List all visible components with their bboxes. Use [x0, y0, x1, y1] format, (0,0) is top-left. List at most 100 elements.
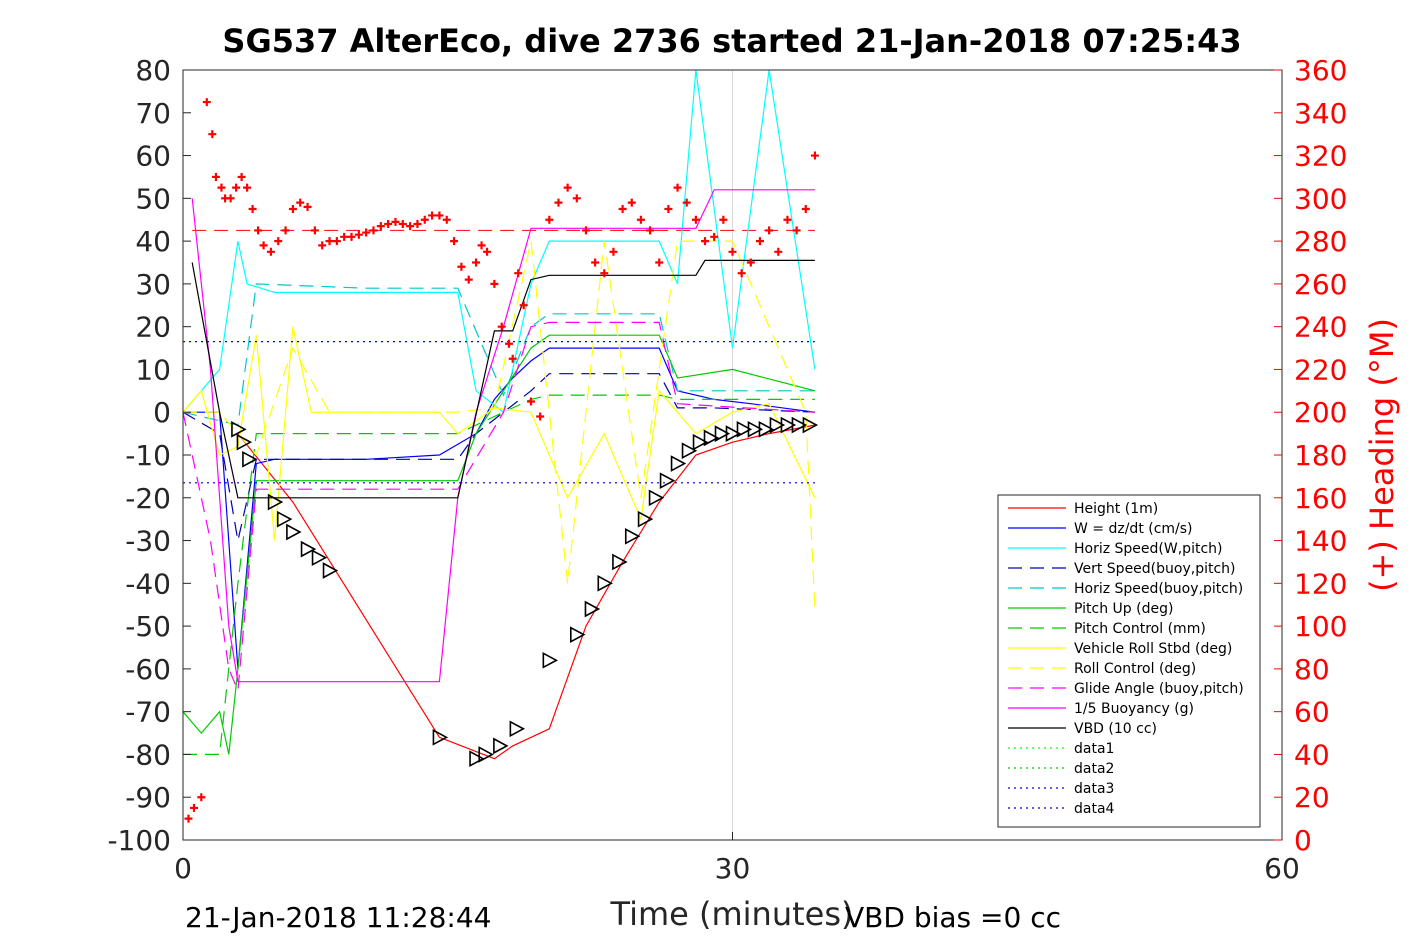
legend-label: data1 [1074, 741, 1114, 757]
heading-point [202, 98, 211, 107]
y-tick-label: -100 [107, 824, 171, 857]
depth-marker [584, 600, 601, 618]
heading-point [792, 226, 801, 235]
heading-point [682, 198, 691, 207]
heading-point [248, 205, 257, 214]
heading-point [514, 269, 523, 278]
heading-point [710, 232, 719, 241]
x-axis-label: Time (minutes) [610, 895, 854, 933]
depth-marker [267, 493, 284, 511]
y2-tick-label: 340 [1294, 97, 1347, 130]
heading-point [554, 198, 563, 207]
depth-marker [493, 737, 509, 755]
series-line-1 [183, 347, 815, 669]
legend-label: Glide Angle (buoy,pitch) [1074, 681, 1244, 697]
heading-point [384, 220, 393, 228]
x-tick-label: 30 [715, 852, 751, 885]
left-axis: 80 70 60 50 40 30 20 10 0 -10 -20 -30 -40 -50 -60 -70 -8… [107, 54, 191, 857]
series-line-3 [182, 373, 815, 541]
depth-marker [802, 416, 819, 434]
y2-tick-label: 60 [1294, 696, 1330, 729]
heading-point [527, 397, 536, 406]
heading-point [497, 322, 506, 331]
heading-point [600, 269, 609, 278]
heading-point [442, 215, 451, 224]
legend-label: VBD (10 cc) [1074, 721, 1157, 737]
depth-marker [478, 746, 494, 763]
heading-point [508, 354, 517, 363]
legend-label: Vert Speed(buoy,pitch) [1074, 561, 1236, 577]
heading-point [505, 339, 514, 348]
series-line-0 [237, 424, 816, 760]
y2-tick-label: 40 [1294, 738, 1330, 771]
y2-tick-label: 100 [1294, 610, 1347, 643]
heading-point [369, 226, 378, 235]
depth-marker [509, 720, 526, 738]
depth-marker [624, 527, 641, 545]
y2-tick-label: 360 [1294, 54, 1347, 87]
heading-point [636, 215, 645, 224]
heading-point [581, 226, 590, 235]
y-tick-label: -20 [125, 482, 171, 515]
y2-tick-label: 120 [1294, 567, 1347, 600]
depth-marker [311, 549, 328, 567]
series-line-7 [182, 326, 816, 541]
heading-point [691, 215, 700, 224]
heading-point [435, 211, 444, 220]
heading-point [646, 226, 655, 235]
depth-marker [780, 416, 797, 434]
heading-point [197, 793, 206, 802]
legend-box [997, 494, 1261, 828]
heading-point [483, 247, 492, 256]
legend-label: data4 [1074, 801, 1115, 817]
y-tick-label: -90 [125, 781, 171, 814]
heading-point [755, 237, 764, 246]
heading-point [774, 247, 783, 256]
heading-point [746, 258, 755, 267]
right-axis-label: (+) Heading (°M) [1363, 318, 1401, 592]
x-axis: 0 30 60 [174, 832, 1300, 885]
heading-point [609, 247, 618, 256]
y-tick-label: -80 [125, 738, 171, 771]
heading-point [281, 226, 290, 235]
depth-marker [570, 626, 586, 644]
legend-label: Height (1m) [1074, 501, 1158, 517]
depth-marker [725, 425, 742, 442]
y-tick-label: 10 [135, 353, 171, 386]
y-tick-label: -50 [125, 610, 171, 643]
footer-timestamp: 21-Jan-2018 11:28:44 [185, 901, 491, 934]
heading-point [226, 194, 235, 203]
depth-marker [670, 455, 687, 472]
heading-point [362, 228, 371, 237]
y2-tick-label: 20 [1294, 781, 1330, 814]
heading-point [450, 237, 459, 246]
heading-point [728, 247, 737, 256]
heading-point [259, 241, 268, 250]
heading-point [765, 226, 774, 235]
y2-tick-label: 140 [1294, 525, 1347, 558]
heading-point [354, 230, 363, 239]
heading-point [572, 194, 581, 203]
depth-marker [648, 489, 665, 507]
y-tick-label: 80 [135, 54, 171, 87]
y-tick-label: 30 [135, 268, 171, 301]
y2-tick-label: 300 [1294, 182, 1347, 215]
x-tick-label: 60 [1264, 852, 1300, 885]
heading-point [406, 222, 415, 231]
marker-layer [184, 98, 819, 823]
series-layer [182, 69, 816, 760]
heading-point [325, 237, 334, 246]
heading-point [318, 241, 327, 250]
legend: Height (1m) W = dz/dt (cm/s) Horiz Speed(W… [997, 494, 1261, 828]
y-tick-label: 60 [135, 140, 171, 173]
heading-point [477, 241, 486, 250]
y-tick-label: 40 [135, 225, 171, 258]
heading-point [591, 258, 600, 267]
y2-tick-label: 160 [1294, 482, 1347, 515]
heading-point [701, 237, 710, 246]
heading-point [208, 130, 217, 139]
heading-point [217, 183, 226, 192]
heading-point [801, 205, 810, 214]
heading-point [391, 217, 400, 226]
